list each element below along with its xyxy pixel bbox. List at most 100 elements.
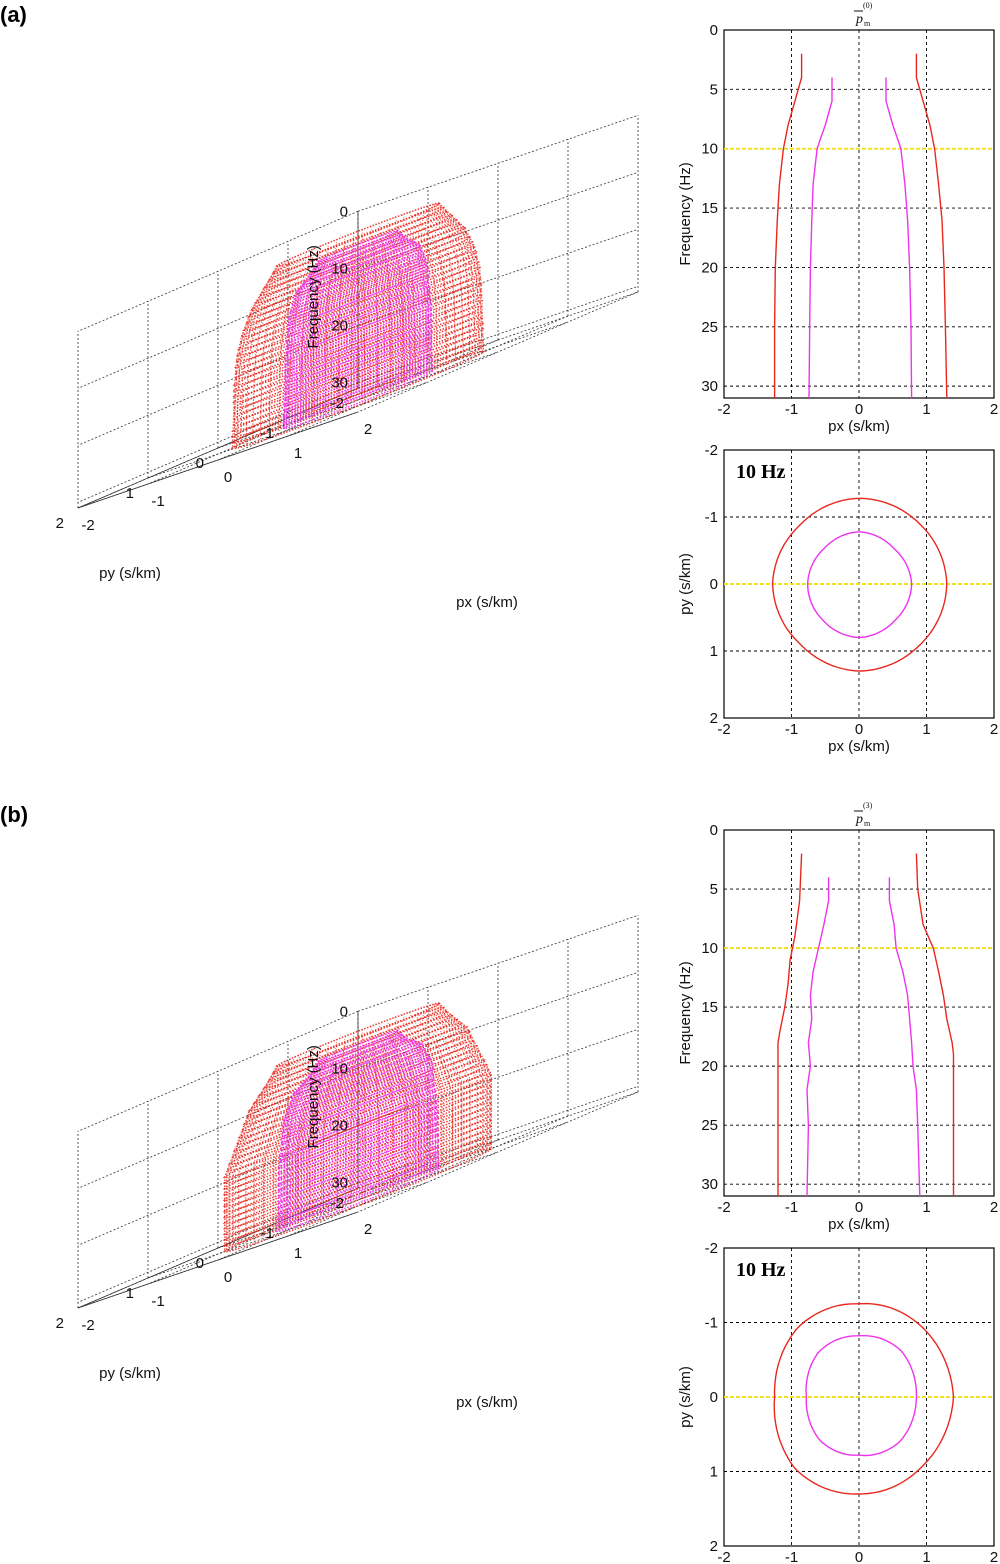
- y-tick-label: 1: [710, 643, 718, 660]
- series-inner-streak: [390, 233, 421, 378]
- series-outer-ring: [270, 1006, 446, 1075]
- y-tick-label: 0: [710, 576, 718, 593]
- x-tick-label: -2: [717, 1199, 730, 1216]
- series-outer-streak: [438, 1003, 492, 1149]
- series-outer-streak: [336, 1042, 346, 1214]
- series-outer-streak: [429, 1004, 478, 1152]
- series-outer-ring: [230, 344, 486, 444]
- series-outer-line: [915, 53, 948, 399]
- series-inner-streak: [367, 243, 378, 396]
- series-inner-ring: [276, 1122, 440, 1187]
- series-outer-streak: [284, 1048, 315, 1224]
- py-tick-label: 2: [56, 515, 64, 532]
- freq-tick-label: 20: [331, 1117, 348, 1134]
- series-inner-ring: [284, 1057, 432, 1115]
- series-inner-streak: [336, 1051, 349, 1212]
- series-outer-streak: [433, 206, 476, 357]
- series-outer-streak: [436, 1003, 488, 1149]
- series-inner-streak: [388, 235, 417, 380]
- px-tick-label: 2: [364, 421, 372, 438]
- py-tick-label: -2: [331, 1195, 344, 1212]
- y-tick-label: 15: [701, 200, 718, 217]
- series-inner-streak: [313, 1052, 337, 1215]
- freq-tick-label: 10: [331, 260, 348, 277]
- series-outer-ring: [222, 1147, 494, 1253]
- x-tick-label: 1: [922, 1549, 930, 1564]
- y-tick-label: -1: [705, 509, 718, 526]
- x-tick-label: 2: [990, 1199, 998, 1216]
- series-outer-ring: [233, 277, 483, 375]
- wall-gridline: [77, 381, 359, 503]
- px-tick-label: 2: [364, 1221, 372, 1238]
- series-inner-streak: [295, 259, 326, 426]
- series-inner-streak: [285, 1060, 324, 1230]
- series-outer-streak: [245, 1062, 291, 1247]
- series-outer-ring: [242, 1035, 474, 1126]
- x-tick-label: 1: [922, 401, 930, 418]
- series-inner-ring: [277, 1105, 439, 1169]
- series-outer-streak: [361, 236, 366, 403]
- series-inner-streak: [306, 1054, 334, 1218]
- series-outer-streak: [259, 256, 296, 435]
- series-inner-streak: [323, 251, 341, 411]
- series-inner-streak: [281, 1059, 322, 1229]
- series-inner-streak: [279, 1061, 321, 1232]
- series-inner-ring: [286, 269, 430, 326]
- series-outer-streak: [252, 262, 291, 444]
- series-inner-streak: [279, 1060, 321, 1230]
- series-outer-streak: [429, 208, 471, 360]
- series-outer-line: [777, 853, 803, 1196]
- floor-gridline: [287, 1115, 569, 1237]
- series-outer-streak: [436, 205, 480, 355]
- series-outer-streak: [437, 203, 483, 353]
- y-tick-label: 5: [710, 881, 718, 898]
- series-outer-streak: [420, 207, 457, 359]
- y-tick-label: -2: [705, 1240, 718, 1257]
- y-tick-label: 30: [701, 1176, 718, 1193]
- series-outer-streak: [425, 1010, 471, 1160]
- px-tick-label: -2: [81, 1317, 94, 1334]
- series-inner-streak: [277, 1060, 320, 1231]
- py-axis-label: py (s/km): [99, 1365, 161, 1382]
- x-axis-label: px (s/km): [828, 738, 890, 755]
- series-inner-streak: [375, 237, 393, 385]
- series-outer-streak: [238, 1060, 287, 1244]
- series-outer-streak: [425, 1006, 471, 1154]
- series-outer-streak: [350, 1032, 355, 1197]
- series-inner-streak: [375, 1037, 396, 1183]
- x-tick-label: 2: [990, 401, 998, 418]
- x-axis-label: px (s/km): [828, 418, 890, 435]
- series-outer-streak: [437, 1003, 491, 1150]
- series-inner-streak: [330, 249, 345, 408]
- series-inner-ring: [275, 1162, 441, 1227]
- series-inner-streak: [291, 258, 324, 425]
- freq-axis-label: Frequency (Hz): [305, 1045, 322, 1148]
- series-outer-streak: [420, 212, 457, 366]
- y-tick-label: 25: [701, 319, 718, 336]
- series-inner-streak: [295, 257, 326, 423]
- series-outer-streak: [378, 223, 391, 383]
- series-inner-streak: [371, 1038, 388, 1186]
- y-axis-label: py (s/km): [677, 1366, 694, 1428]
- series-inner-streak: [396, 230, 432, 373]
- title-superscript: (0): [863, 1, 873, 10]
- wall-gridline: [357, 914, 639, 1012]
- wall-gridline: [77, 1010, 359, 1132]
- series-inner-ring: [276, 1111, 440, 1175]
- series-outer-streak: [325, 239, 338, 408]
- series-outer-ring: [230, 350, 486, 450]
- px-axis-line: [77, 411, 359, 509]
- x-tick-label: -1: [785, 401, 798, 418]
- series-inner-streak: [285, 260, 321, 427]
- py-tick-label: -2: [331, 395, 344, 412]
- px-axis-label: px (s/km): [456, 1394, 518, 1411]
- y-axis-label: py (s/km): [677, 553, 694, 615]
- series-outer-streak: [224, 1065, 278, 1252]
- title-symbol: p: [855, 12, 863, 27]
- series-inner-streak: [283, 261, 319, 429]
- py-axis-label: py (s/km): [99, 565, 161, 582]
- py-tick-label: 1: [126, 485, 134, 502]
